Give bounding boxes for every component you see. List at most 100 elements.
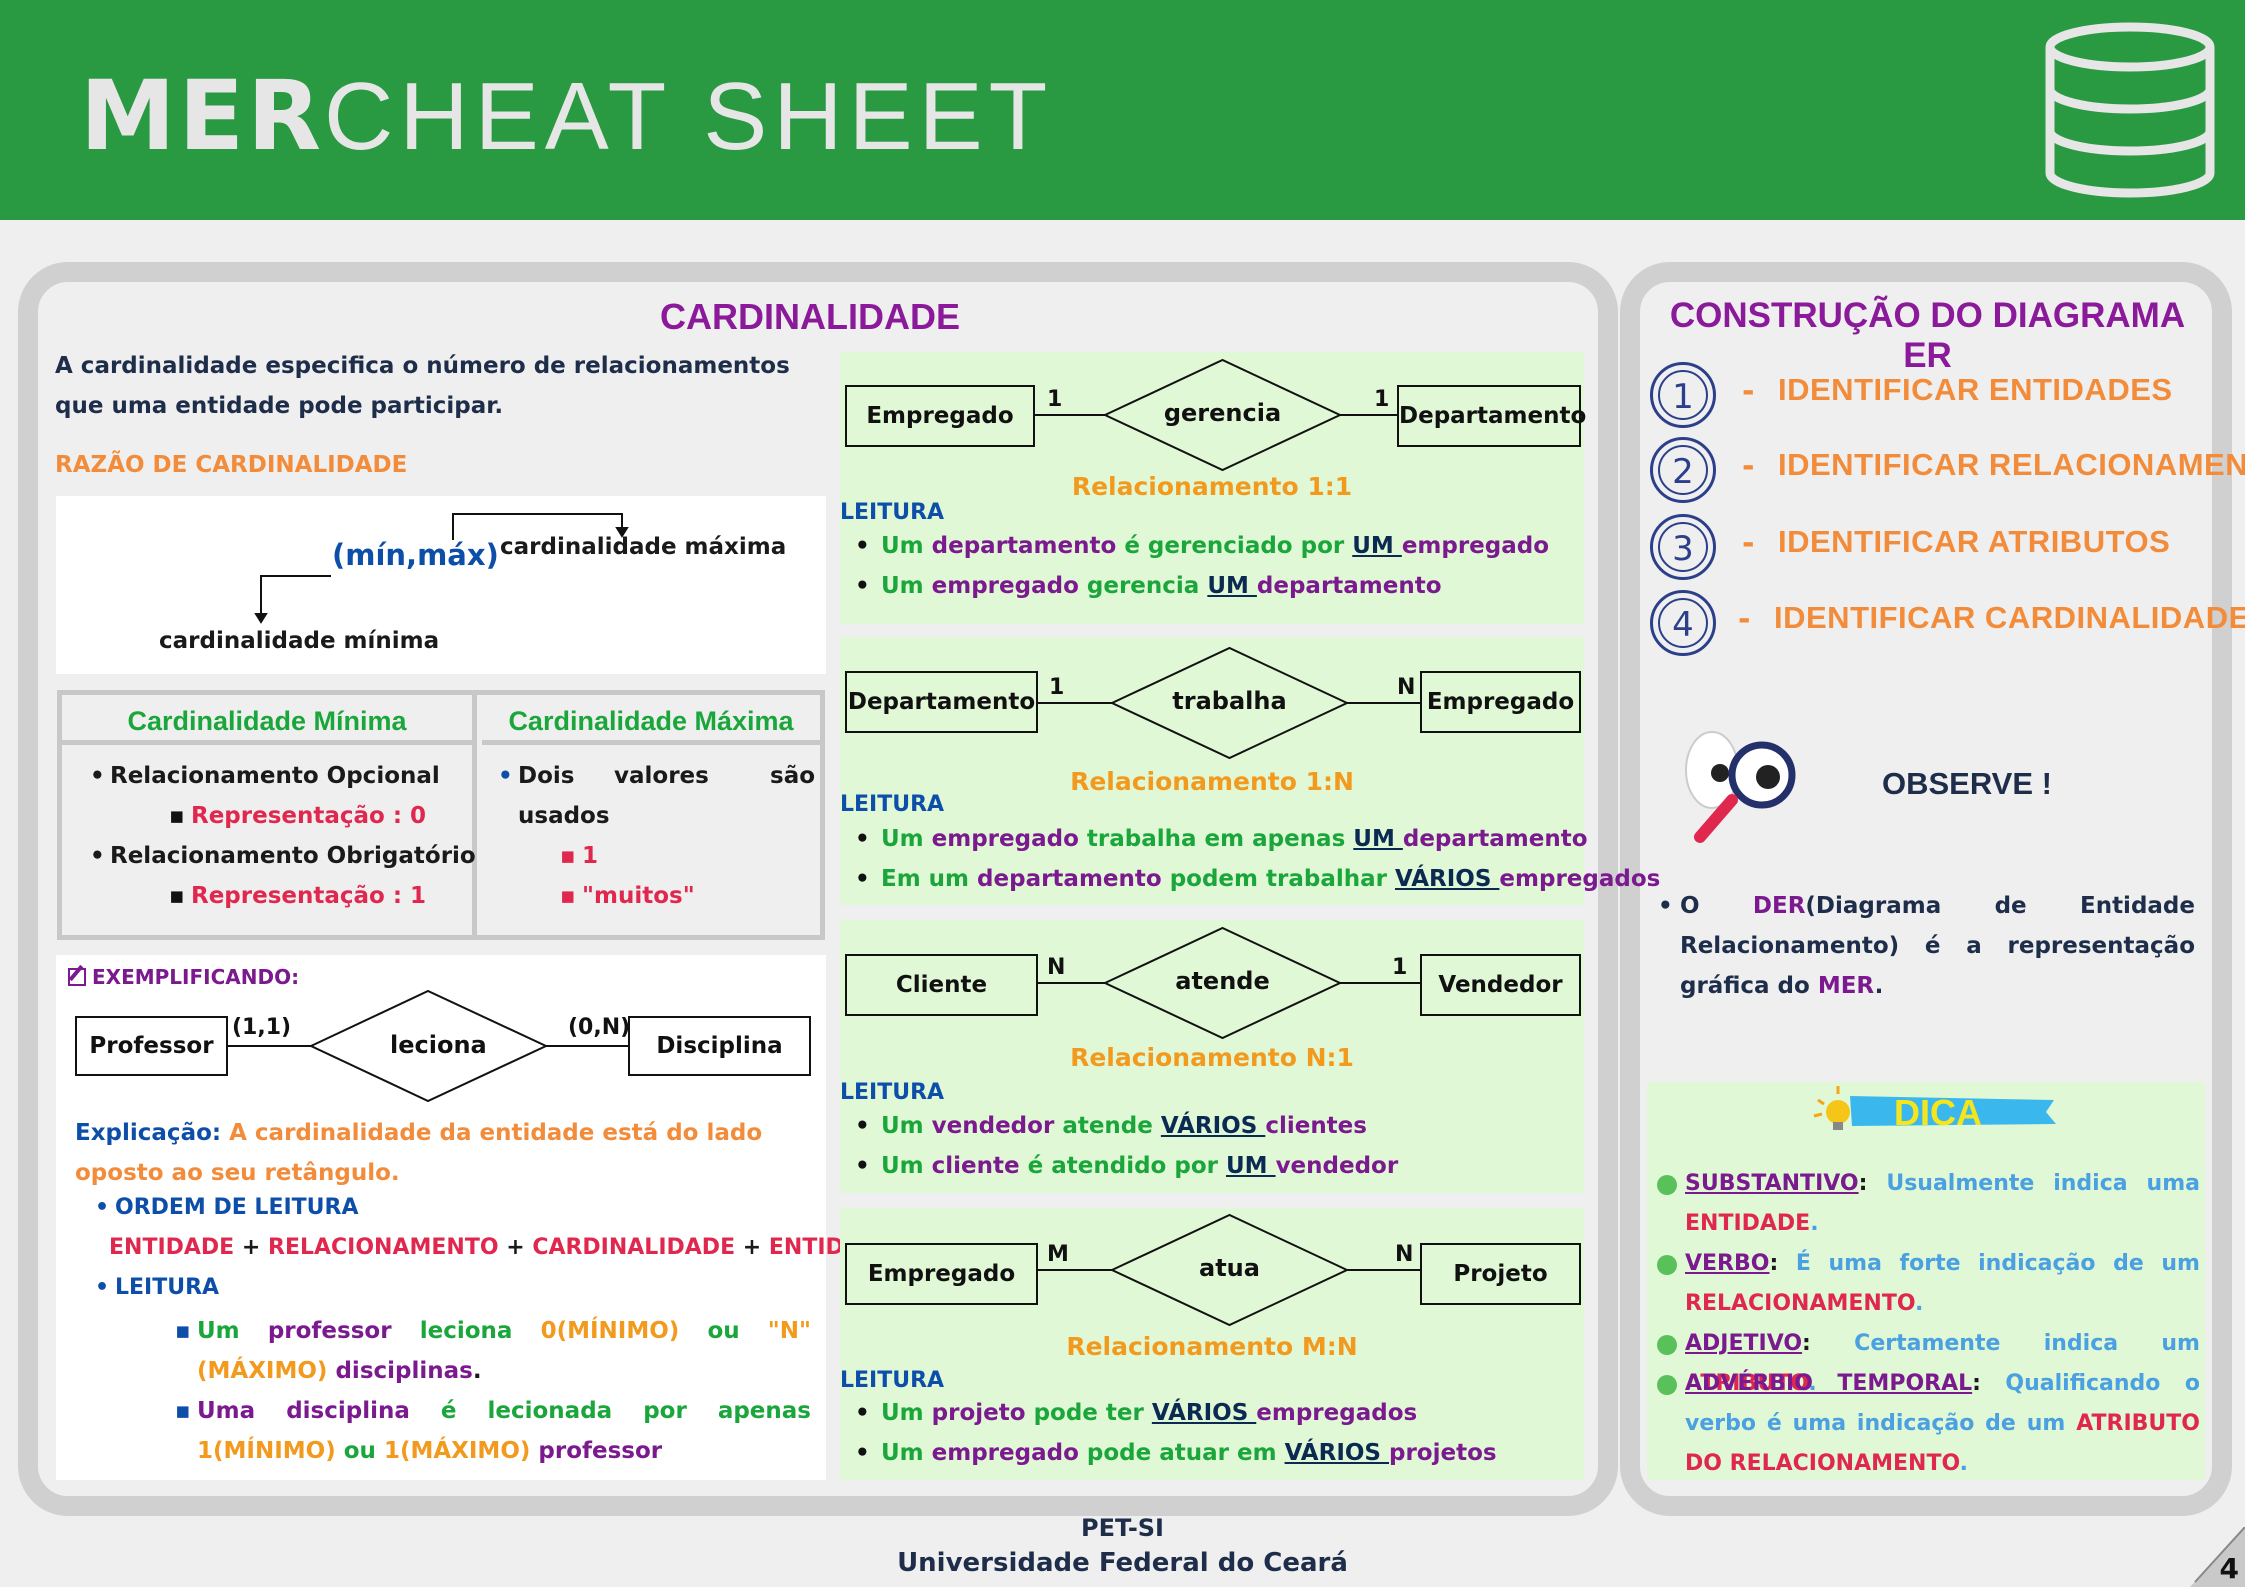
leitura-label: LEITURA	[840, 1080, 945, 1105]
leitura-label: LEITURA	[840, 1368, 945, 1393]
step-2-number: 2	[1650, 437, 1716, 503]
notation-box: (mín,máx) cardinalidade máxima cardinali…	[56, 496, 826, 674]
leitura-bullet: Um vendedor atende VÁRIOS clientes	[855, 1113, 1367, 1139]
explicacao: Explicação: A cardinalidade da entidade …	[75, 1120, 763, 1186]
relationship-name: atende	[1175, 967, 1270, 995]
footer-org: PET-SI	[1080, 1514, 1164, 1542]
leitura-bullet: Um projeto pode ter VÁRIOS empregados	[855, 1400, 1417, 1426]
min-column: Cardinalidade Mínima • Relacionamento Opc…	[62, 695, 477, 935]
dica-verbo: VERBO: É uma forte indicação de um RELAC…	[1657, 1244, 2200, 1324]
cardinality-left: M	[1047, 1242, 1069, 1267]
card-0-n: (0,N)	[568, 1015, 631, 1040]
dica-banner	[1813, 1086, 2056, 1130]
leitura-bullet: Um empregado pode atuar em VÁRIOS projet…	[855, 1440, 1497, 1466]
entity-box: Empregado	[1420, 671, 1581, 733]
leitura-bullet: Um cliente é atendido por UM vendedor	[855, 1153, 1398, 1179]
dica-title: DICA	[1894, 1092, 1982, 1133]
page-title: MERCHEAT SHEET	[80, 60, 1053, 172]
leitura-label: LEITURA	[840, 792, 945, 817]
construcao-title: CONSTRUÇÃO DO DIAGRAMA ER	[1669, 296, 2186, 375]
ordem-formula: ENTIDADE + RELACIONAMENTO + CARDINALIDAD…	[109, 1235, 895, 1260]
step-4: 4 - IDENTIFICAR CARDINALIDADES	[1650, 590, 2245, 660]
cardinality-left: N	[1047, 955, 1066, 980]
cardinality-right: 1	[1392, 955, 1408, 980]
leitura-label: LEITURA	[840, 500, 945, 525]
step-2-text: IDENTIFICAR RELACIONAMENTOS	[1778, 447, 2245, 482]
eyes-magnifier-icon	[1685, 731, 1796, 843]
dica-substantivo: SUBSTANTIVO: Usualmente indica uma ENTID…	[1657, 1164, 2200, 1244]
cardinality-table: Cardinalidade Mínima • Relacionamento Opc…	[57, 690, 825, 940]
observe-title: OBSERVE !	[1882, 766, 2052, 801]
razao-title: RAZÃO DE CARDINALIDADE	[55, 452, 408, 478]
database-icon	[2045, 22, 2215, 198]
relationship-type-title: Relacionamento 1:1	[1071, 472, 1353, 501]
step-3: 3 - IDENTIFICAR ATRIBUTOS	[1650, 514, 2230, 584]
obrigatorio-item: • Relacionamento Obrigatório	[90, 843, 476, 869]
card-1-1: (1,1)	[232, 1015, 292, 1040]
step-3-text: IDENTIFICAR ATRIBUTOS	[1778, 524, 2171, 559]
entity-box: Departamento	[845, 671, 1038, 733]
obrigatorio-rep: ▪ Representação : 1	[169, 883, 427, 909]
leitura-bullet: Um empregado gerencia UM departamento	[855, 573, 1442, 599]
max-column: Cardinalidade Máxima • Dois valores são …	[482, 695, 820, 935]
entity-professor: Professor	[75, 1016, 228, 1076]
observe-text: • O DER(Diagrama de Entidade Relacioname…	[1658, 893, 2195, 999]
notation-arrows	[254, 513, 629, 624]
opcional-item: • Relacionamento Opcional	[90, 763, 440, 789]
leitura-bullet: Em um departamento podem trabalhar VÁRIO…	[855, 866, 1660, 892]
entity-box: Empregado	[845, 385, 1035, 447]
entity-box: Vendedor	[1420, 954, 1581, 1016]
step-1-text: IDENTIFICAR ENTIDADES	[1778, 372, 2173, 407]
relationship-type-title: Relacionamento N:1	[1070, 1043, 1354, 1072]
relationship-type-title: Relacionamento M:N	[1066, 1332, 1358, 1361]
cardinality-right: 1	[1374, 387, 1390, 412]
relationship-type-title: Relacionamento 1:N	[1070, 767, 1354, 796]
leitura-label: • LEITURA	[95, 1275, 220, 1300]
step-4-text: IDENTIFICAR CARDINALIDADES	[1774, 600, 2245, 635]
leitura-1: ▪ Um professor leciona 0(MÍNIMO) ou "N"(…	[175, 1318, 812, 1384]
entity-box: Cliente	[845, 954, 1038, 1016]
footer-university: Universidade Federal do Ceará	[897, 1548, 1348, 1578]
cardinality-left: 1	[1047, 387, 1063, 412]
step-1-number: 1	[1650, 362, 1716, 428]
min-header: Cardinalidade Mínima	[62, 695, 472, 745]
title-bold: MER	[80, 60, 325, 172]
entity-disciplina: Disciplina	[628, 1016, 811, 1076]
page-number: 4	[2219, 1552, 2239, 1585]
ordem-label: • ORDEM DE LEITURA	[95, 1195, 359, 1220]
entity-box: Projeto	[1420, 1243, 1581, 1305]
entity-box: Departamento	[1397, 385, 1586, 447]
valor-1: ▪ 1	[560, 843, 599, 869]
relationship-leciona: leciona	[390, 1031, 487, 1059]
dica-adjetivo: ADJETIVO: Certamente indica um ATRIBUTO.	[1657, 1324, 2200, 1404]
step-2: 2 - IDENTIFICAR RELACIONAMENTOS	[1650, 437, 2245, 507]
cardinality-right: N	[1395, 1242, 1414, 1267]
step-4-number: 4	[1650, 590, 1716, 656]
relationship-name: gerencia	[1163, 399, 1282, 427]
relationship-name: trabalha	[1172, 687, 1287, 715]
cardinalidade-title: CARDINALIDADE	[660, 296, 960, 337]
dica-adverbio: ADVÉRBIO TEMPORAL: Qualificando o verbo …	[1657, 1364, 2200, 1484]
valor-muitos: ▪ "muitos"	[560, 883, 695, 909]
leitura-bullet: Um empregado trabalha em apenas UM depar…	[855, 826, 1587, 852]
exemplo-diagram	[228, 989, 628, 1103]
header-bar: MERCHEAT SHEET	[0, 0, 2245, 220]
cardinality-left: 1	[1049, 675, 1065, 700]
min-max-notation: (mín,máx)	[332, 538, 499, 572]
dica-box	[1647, 1082, 2205, 1480]
cardinality-right: N	[1397, 675, 1416, 700]
relationship-name: atua	[1199, 1254, 1260, 1282]
page-corner: 4	[2190, 1527, 2245, 1587]
max-header: Cardinalidade Máxima	[482, 695, 820, 745]
edit-icon	[68, 964, 86, 986]
max-label: cardinalidade máxima	[500, 534, 787, 560]
title-light: CHEAT SHEET	[324, 63, 1054, 170]
exemplo-box: EXEMPLIFICANDO: Professor Disciplina lec…	[56, 955, 894, 1480]
leitura-2: ▪ Uma disciplina é lecionada por apenas …	[175, 1398, 811, 1464]
exemplo-title: EXEMPLIFICANDO:	[68, 964, 299, 989]
leitura-bullet: Um departamento é gerenciado por UM empr…	[855, 533, 1549, 559]
min-label: cardinalidade mínima	[159, 628, 440, 654]
step-3-number: 3	[1650, 514, 1716, 580]
opcional-rep: ▪ Representação : 0	[169, 803, 427, 829]
step-1: 1 - IDENTIFICAR ENTIDADES	[1650, 362, 2230, 432]
